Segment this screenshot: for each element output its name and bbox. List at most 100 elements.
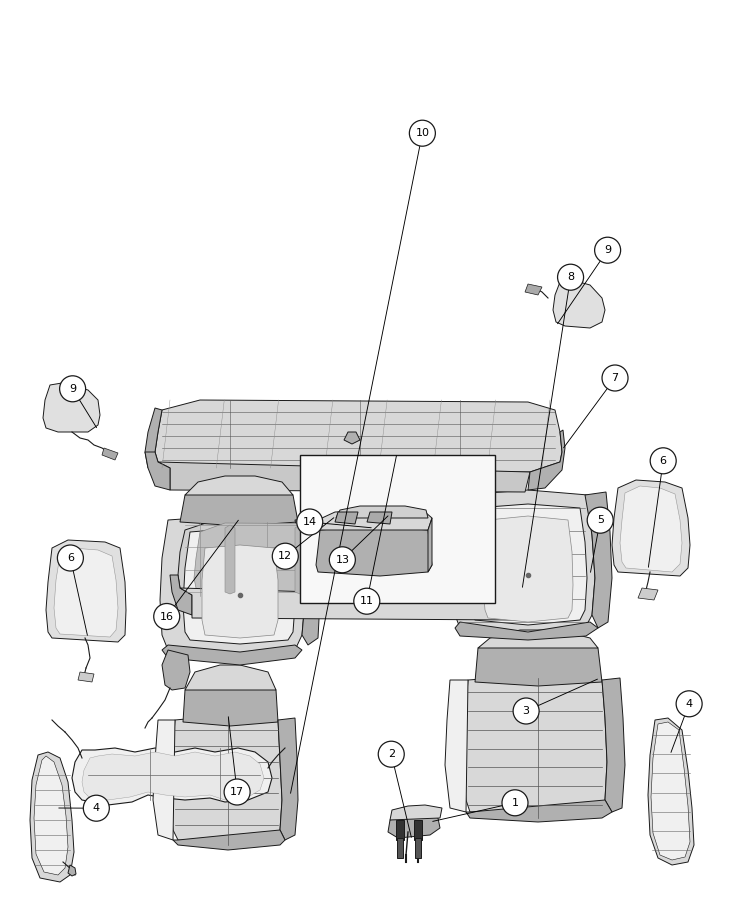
- Polygon shape: [478, 630, 598, 648]
- Text: 17: 17: [230, 787, 245, 797]
- Polygon shape: [452, 490, 595, 635]
- Polygon shape: [475, 636, 602, 686]
- Circle shape: [502, 790, 528, 815]
- Text: 1: 1: [511, 797, 519, 808]
- Text: 13: 13: [336, 554, 349, 565]
- Text: 3: 3: [522, 706, 530, 716]
- Polygon shape: [54, 548, 118, 637]
- Polygon shape: [72, 748, 272, 805]
- Polygon shape: [153, 720, 175, 840]
- Polygon shape: [102, 448, 118, 460]
- Polygon shape: [375, 525, 385, 594]
- Polygon shape: [585, 492, 612, 628]
- Polygon shape: [278, 718, 298, 840]
- Text: 6: 6: [659, 455, 667, 466]
- Text: 10: 10: [416, 128, 429, 139]
- Polygon shape: [225, 525, 235, 594]
- Polygon shape: [145, 452, 170, 490]
- Circle shape: [513, 698, 539, 724]
- Polygon shape: [158, 462, 530, 492]
- Circle shape: [329, 547, 356, 572]
- Polygon shape: [183, 676, 278, 726]
- Polygon shape: [194, 523, 543, 597]
- Polygon shape: [602, 678, 625, 812]
- Polygon shape: [170, 575, 192, 615]
- Polygon shape: [295, 525, 305, 594]
- Polygon shape: [651, 722, 690, 860]
- Circle shape: [224, 779, 250, 805]
- Polygon shape: [170, 715, 282, 845]
- Text: 14: 14: [302, 517, 317, 527]
- Circle shape: [59, 376, 86, 401]
- Polygon shape: [414, 820, 422, 840]
- Polygon shape: [483, 516, 573, 622]
- Circle shape: [594, 238, 621, 263]
- Polygon shape: [335, 512, 358, 524]
- Polygon shape: [388, 815, 440, 838]
- Circle shape: [650, 448, 677, 473]
- Text: 7: 7: [611, 373, 619, 383]
- Text: 4: 4: [93, 803, 100, 814]
- Polygon shape: [160, 515, 305, 658]
- Polygon shape: [155, 400, 562, 472]
- Polygon shape: [295, 518, 320, 645]
- Circle shape: [83, 796, 110, 821]
- Polygon shape: [648, 718, 694, 865]
- Polygon shape: [183, 528, 295, 644]
- Text: 9: 9: [69, 383, 76, 394]
- Polygon shape: [173, 830, 285, 850]
- Polygon shape: [435, 478, 460, 502]
- Text: 8: 8: [567, 272, 574, 283]
- Polygon shape: [336, 506, 428, 518]
- Polygon shape: [468, 504, 587, 625]
- Polygon shape: [397, 838, 403, 858]
- Circle shape: [557, 265, 584, 290]
- Circle shape: [602, 365, 628, 391]
- Polygon shape: [82, 752, 264, 800]
- Polygon shape: [430, 538, 455, 618]
- Bar: [300, 455, 495, 603]
- Polygon shape: [612, 480, 690, 576]
- Polygon shape: [185, 476, 293, 495]
- Polygon shape: [553, 280, 605, 328]
- Polygon shape: [638, 588, 658, 600]
- Text: 12: 12: [278, 551, 293, 562]
- Polygon shape: [162, 645, 302, 665]
- Text: 2: 2: [388, 749, 395, 760]
- Circle shape: [587, 508, 614, 533]
- Polygon shape: [46, 540, 126, 642]
- Circle shape: [272, 544, 299, 569]
- Polygon shape: [466, 800, 612, 822]
- Circle shape: [409, 121, 436, 146]
- Text: 16: 16: [160, 611, 173, 622]
- Polygon shape: [318, 510, 432, 530]
- Polygon shape: [43, 383, 100, 432]
- Text: 5: 5: [597, 515, 604, 526]
- Circle shape: [378, 742, 405, 767]
- Text: 9: 9: [604, 245, 611, 256]
- Circle shape: [296, 509, 323, 535]
- Polygon shape: [445, 680, 468, 812]
- Polygon shape: [30, 752, 74, 882]
- Circle shape: [676, 691, 702, 716]
- Polygon shape: [34, 756, 68, 875]
- Polygon shape: [162, 650, 190, 690]
- Polygon shape: [316, 526, 432, 576]
- Polygon shape: [78, 672, 94, 682]
- Polygon shape: [620, 486, 682, 572]
- Circle shape: [153, 604, 180, 629]
- Polygon shape: [145, 408, 162, 468]
- Polygon shape: [185, 665, 276, 690]
- Polygon shape: [178, 520, 553, 598]
- Polygon shape: [528, 430, 565, 490]
- Polygon shape: [367, 512, 392, 524]
- Polygon shape: [518, 550, 558, 618]
- Text: 4: 4: [685, 698, 693, 709]
- Polygon shape: [525, 284, 542, 295]
- Polygon shape: [445, 525, 455, 594]
- Polygon shape: [68, 865, 76, 876]
- Text: 6: 6: [67, 553, 74, 563]
- Text: 11: 11: [360, 596, 373, 607]
- Polygon shape: [415, 838, 421, 858]
- Polygon shape: [396, 820, 404, 840]
